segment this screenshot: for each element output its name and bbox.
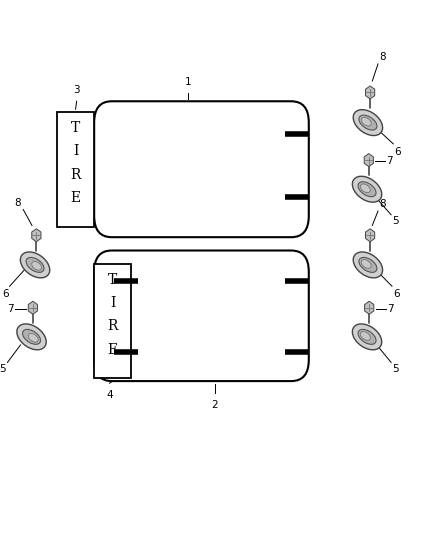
Ellipse shape xyxy=(17,324,46,350)
Ellipse shape xyxy=(32,262,42,270)
Ellipse shape xyxy=(360,332,371,340)
Ellipse shape xyxy=(358,182,376,197)
Text: 6: 6 xyxy=(394,147,401,157)
Bar xyxy=(57,112,94,227)
Bar xyxy=(94,264,131,378)
Ellipse shape xyxy=(353,110,383,135)
Text: R: R xyxy=(108,319,118,334)
Text: I: I xyxy=(110,296,116,310)
Text: 5: 5 xyxy=(0,364,6,374)
Text: 7: 7 xyxy=(7,304,14,313)
Text: T: T xyxy=(71,121,80,135)
Ellipse shape xyxy=(352,324,382,350)
Ellipse shape xyxy=(20,252,50,278)
Text: 8: 8 xyxy=(14,198,21,208)
Text: 6: 6 xyxy=(2,289,9,299)
Text: E: E xyxy=(71,191,81,205)
FancyBboxPatch shape xyxy=(94,101,309,237)
Text: 7: 7 xyxy=(387,304,393,313)
Text: 3: 3 xyxy=(73,85,80,95)
Ellipse shape xyxy=(360,184,371,192)
Ellipse shape xyxy=(22,329,41,344)
Ellipse shape xyxy=(361,117,371,126)
Text: I: I xyxy=(73,144,78,158)
Text: E: E xyxy=(108,343,118,357)
Ellipse shape xyxy=(26,257,44,272)
Text: 1: 1 xyxy=(185,77,192,87)
Ellipse shape xyxy=(361,260,371,268)
Ellipse shape xyxy=(359,115,377,130)
Ellipse shape xyxy=(353,252,383,278)
Text: 4: 4 xyxy=(106,390,113,400)
FancyBboxPatch shape xyxy=(94,251,309,381)
Ellipse shape xyxy=(359,257,377,272)
Text: 5: 5 xyxy=(392,364,399,374)
Text: 6: 6 xyxy=(393,289,400,299)
Text: R: R xyxy=(71,167,81,182)
Text: 8: 8 xyxy=(380,52,386,62)
Text: T: T xyxy=(108,273,117,287)
Text: 7: 7 xyxy=(386,156,393,166)
Ellipse shape xyxy=(358,329,376,344)
Ellipse shape xyxy=(352,176,382,202)
Ellipse shape xyxy=(28,334,38,342)
Text: 5: 5 xyxy=(392,216,399,226)
Text: 8: 8 xyxy=(380,199,386,209)
Text: 2: 2 xyxy=(211,400,218,410)
